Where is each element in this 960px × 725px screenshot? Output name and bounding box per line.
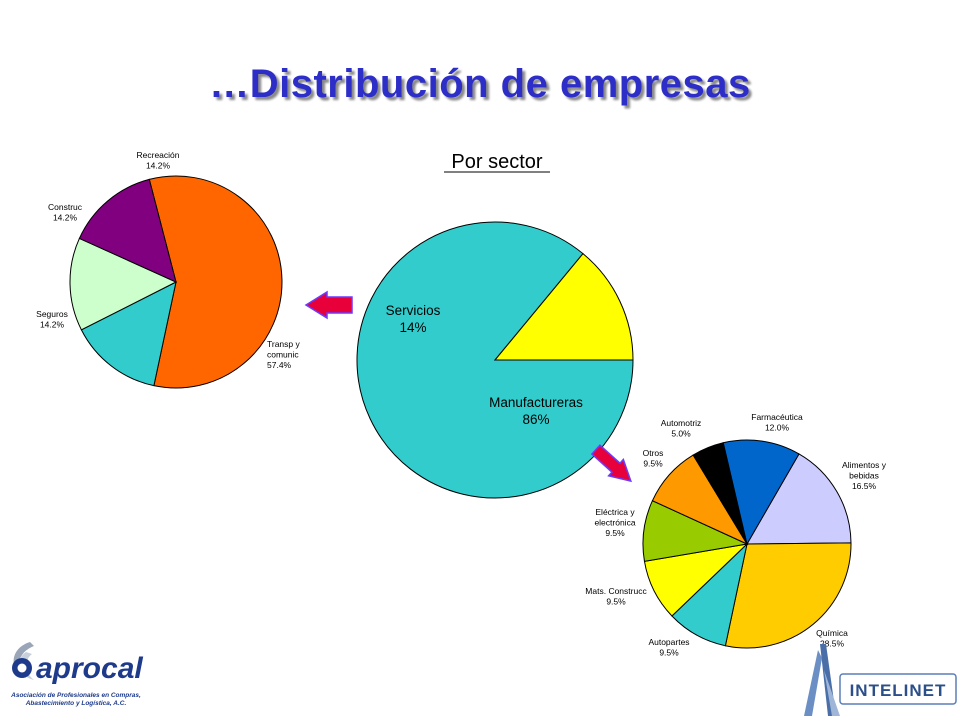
pie-slice-servicios-3 (78, 178, 177, 283)
arrow-down-right-icon (590, 444, 632, 483)
aprocal-subtitle-line-2: Abastecimiento y Logística, A.C. (25, 700, 127, 707)
aprocal-logo: aprocal Asociación de Profesionales en C… (0, 630, 150, 720)
slice-label-manufactureras-2: Autopartes 9.5% (648, 637, 689, 658)
slice-label-manufactureras-7: Farmacéutica 12.0% (751, 412, 803, 433)
page-title: …Distribución de empresas (209, 62, 751, 106)
slice-label-manufactureras-0: Alimentos y bebidas 16.5% (842, 460, 887, 491)
intelinet-logo: INTELINET (790, 640, 960, 720)
pie-slice-manufactureras-7 (722, 439, 800, 546)
pie-slice-servicios-1 (80, 281, 177, 387)
pie-slice-manufactureras-0 (746, 453, 852, 545)
pie-slice-servicios-0 (148, 175, 283, 389)
intelinet-mark-icon: INTELINET (804, 644, 957, 716)
slice-label-servicios-1: Seguros 14.2% (36, 309, 68, 330)
slice-label-manufactureras-4: Eléctrica y electrónica 9.5% (594, 507, 635, 538)
pie-slice-manufactureras-1 (724, 542, 852, 649)
aprocal-swoosh-icon: aprocal (12, 642, 143, 685)
slice-label-manufactureras-6: Automotriz 5.0% (661, 418, 702, 439)
aprocal-subtitle-line-1: Asociación de Profesionales en Compras, (11, 692, 141, 699)
pie-slice-sector-1 (493, 252, 634, 361)
intelinet-wordmark: INTELINET (850, 681, 947, 700)
pie-chart-manufactureras: Alimentos y bebidas 16.5% Química 28.5% Autop… (585, 412, 886, 658)
pie-chart-sector: Manufactureras 86% Servicios 14% Por sector (356, 151, 634, 499)
slice-label-manufactureras-1: Química 28.5% (816, 628, 848, 649)
pie-slice-servicios-2 (69, 237, 178, 331)
slice-label-servicios-0: Transp y comunic 57.4% (267, 339, 301, 370)
slice-label-manufactureras-3: Mats. Construcc 9.5% (585, 586, 647, 607)
slice-label-sector-1: Servicios 14% (386, 303, 441, 335)
slice-label-servicios-3: Recreación 14.2% (137, 150, 180, 171)
slice-label-servicios-2: Construc 14.2% (48, 202, 83, 223)
chart-title-sector: Por sector (451, 151, 542, 173)
aprocal-subtitle: Asociación de Profesionales en Compras, … (6, 692, 146, 708)
slice-label-manufactureras-5: Otros 9.5% (643, 448, 664, 469)
pie-chart-servicios: Transp y comunic 57.4% Seguros 14.2% Construc… (36, 150, 301, 389)
aprocal-wordmark: aprocal (36, 652, 143, 685)
arrow-left-icon (304, 290, 353, 320)
slice-label-sector-0: Manufactureras 86% (489, 395, 583, 427)
